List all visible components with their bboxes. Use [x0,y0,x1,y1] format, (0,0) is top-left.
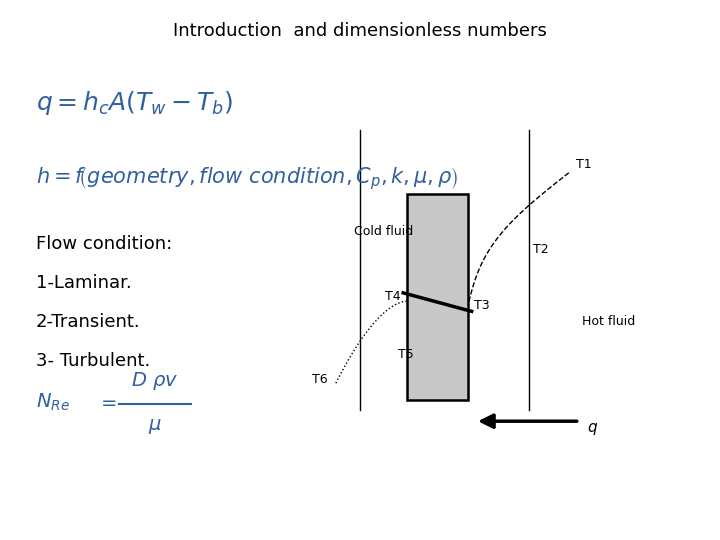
Text: Introduction  and dimensionless numbers: Introduction and dimensionless numbers [173,22,547,39]
Text: 1-Laminar.: 1-Laminar. [36,274,132,292]
Text: T2: T2 [533,244,549,256]
Text: Hot fluid: Hot fluid [582,315,635,328]
Text: $q = h_c A(T_w - T_b)$: $q = h_c A(T_w - T_b)$ [36,89,233,117]
Text: $\mu$: $\mu$ [148,417,162,436]
Text: T5: T5 [397,348,413,361]
Text: T4: T4 [385,291,401,303]
Text: Flow condition:: Flow condition: [36,235,172,253]
Text: 2-Transient.: 2-Transient. [36,313,140,330]
Text: Cold fluid: Cold fluid [354,225,413,238]
Text: $h = f\!\left(\mathit{geometry}, \mathit{flow\ condition}, C_p, k, \mu, \rho\rig: $h = f\!\left(\mathit{geometry}, \mathit… [36,165,459,192]
Text: T3: T3 [474,299,490,312]
Text: $D\ \rho v$: $D\ \rho v$ [131,369,179,392]
Text: $q$: $q$ [587,421,598,437]
Text: T1: T1 [576,158,592,171]
Text: $N_{Re}$: $N_{Re}$ [36,392,70,413]
Text: $=$: $=$ [97,393,117,411]
Text: T6: T6 [312,373,328,386]
Bar [407,194,468,400]
Text: 3- Turbulent.: 3- Turbulent. [36,352,150,369]
